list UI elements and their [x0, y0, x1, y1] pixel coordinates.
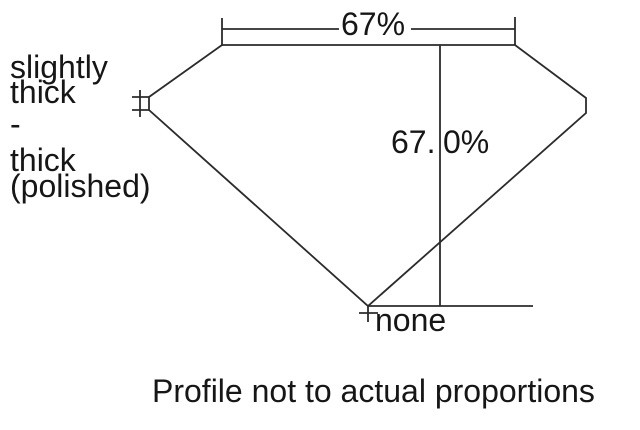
culet-label: none	[375, 302, 447, 338]
girdle-thickness-markers	[132, 90, 149, 117]
culet-marker	[359, 305, 533, 322]
depth-percentage-label-left: 67.	[391, 124, 436, 160]
diamond-outline	[148, 44, 587, 308]
girdle-thickness-label: -	[10, 106, 21, 142]
girdle-thickness-label: thick	[10, 142, 76, 178]
depth-percentage-label-right: 0%	[443, 124, 490, 160]
girdle-thickness-label: (polished)	[10, 168, 151, 204]
table-percentage-label: 67%	[341, 6, 406, 42]
table-width-dimension	[221, 17, 516, 46]
caption: Profile not to actual proportions	[152, 373, 595, 409]
girdle-thickness-label: thick	[10, 74, 76, 110]
girdle-thickness-label: slightly	[10, 49, 108, 85]
